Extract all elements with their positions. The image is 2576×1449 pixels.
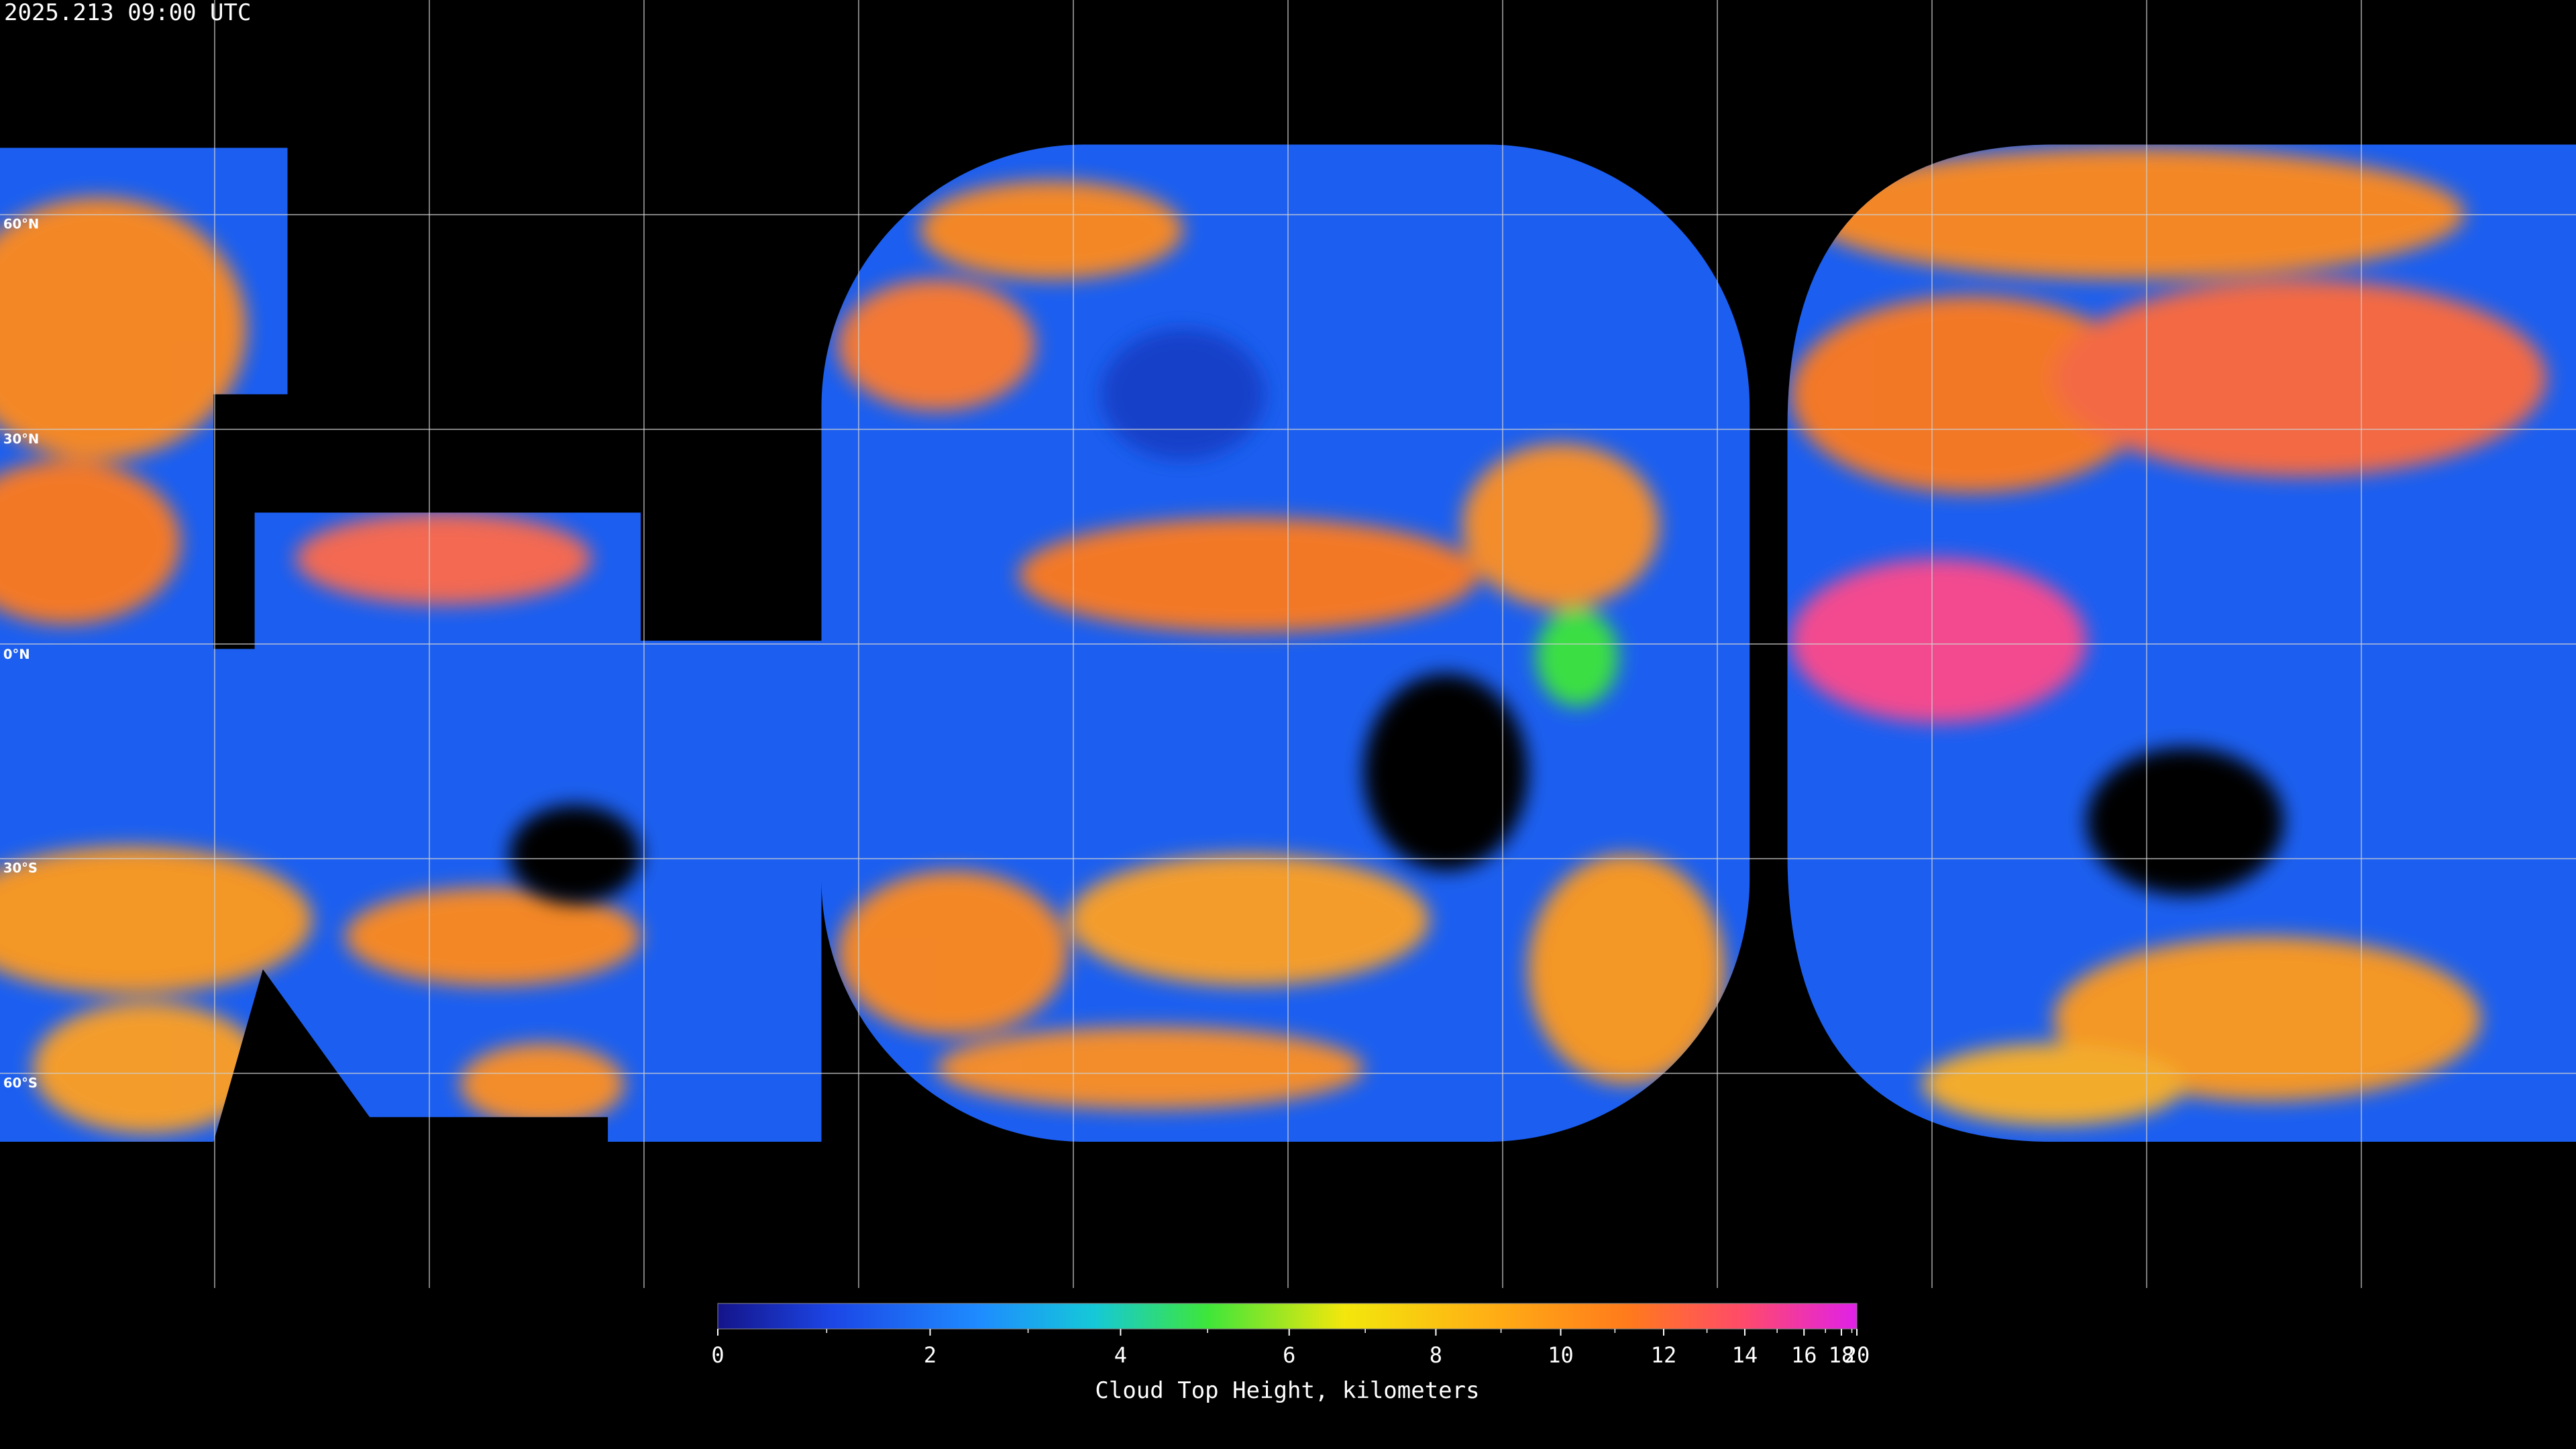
timestamp: 2025.213 09:00 UTC (4, 0, 251, 26)
graticule (0, 0, 2576, 1288)
colorbar-tick-label: 12 (1651, 1342, 1677, 1368)
colorbar-tick-label: 4 (1114, 1342, 1127, 1368)
colorbar-tick-label: 10 (1548, 1342, 1574, 1368)
colorbar-title: Cloud Top Height, kilometers (1095, 1377, 1479, 1404)
colorbar-tick-label: 0 (711, 1342, 724, 1368)
colorbar-tick-label: 14 (1732, 1342, 1758, 1368)
colorbar-tick-label: 6 (1283, 1342, 1295, 1368)
colorbar-tick-label: 16 (1791, 1342, 1817, 1368)
latitude-label: 60°N (3, 216, 39, 231)
colorbar-tick-label: 8 (1430, 1342, 1442, 1368)
colorbar-tick-label: 20 (1844, 1342, 1870, 1368)
latitude-label: 60°S (3, 1075, 38, 1091)
colorbar-tick-label: 2 (924, 1342, 936, 1368)
colorbar-tick-label: 18 (1829, 1342, 1855, 1368)
latitude-label: 30°S (3, 860, 38, 875)
map: 60°N 30°N 0°N 30°S 60°S (0, 0, 2576, 1288)
latitude-label: 0°N (3, 647, 30, 662)
colorbar (717, 1303, 1858, 1330)
latitude-label: 30°N (3, 431, 39, 447)
